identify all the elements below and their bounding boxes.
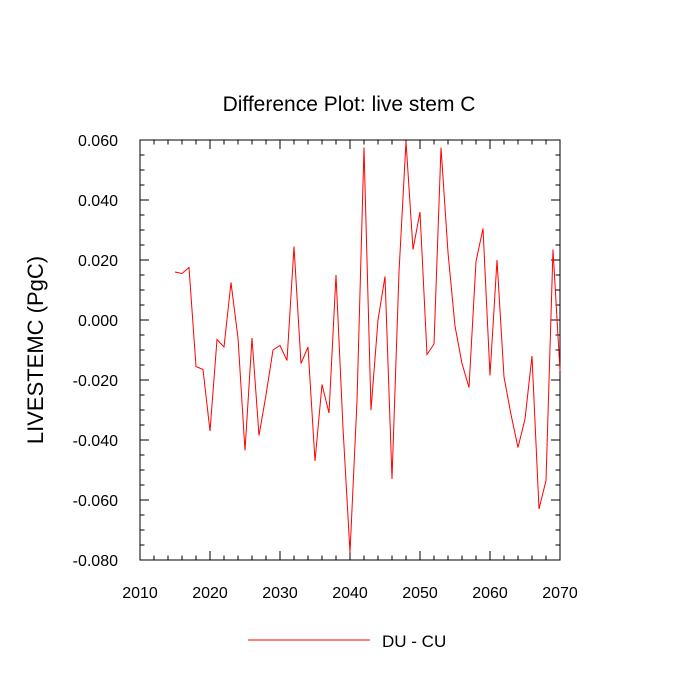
axis-ticks <box>139 139 561 561</box>
x-tick-label: 2010 <box>122 585 158 602</box>
y-tick-label: 0.000 <box>78 313 118 330</box>
y-tick-label: 0.020 <box>78 253 118 270</box>
x-tick-label: 2070 <box>542 585 578 602</box>
x-tick-label: 2030 <box>262 585 298 602</box>
axis-tick-labels: 2010 2020 2030 2040 2050 2060 2070 -0.080 -0.060… <box>73 133 578 602</box>
x-tick-label: 2060 <box>472 585 508 602</box>
y-tick-label: -0.060 <box>73 493 118 510</box>
legend: DU - CU <box>248 632 446 651</box>
y-tick-label: -0.020 <box>73 373 118 390</box>
legend-label: DU - CU <box>382 632 446 651</box>
y-tick-label: 0.040 <box>78 193 118 210</box>
x-tick-label: 2050 <box>402 585 438 602</box>
series-layer <box>174 141 561 553</box>
plot-frame <box>139 139 561 561</box>
chart-title: Difference Plot: live stem C <box>223 93 476 116</box>
y-tick-label: -0.080 <box>73 553 118 570</box>
y-tick-label: 0.060 <box>78 133 118 150</box>
y-tick-label: -0.040 <box>73 433 118 450</box>
x-tick-label: 2040 <box>332 585 368 602</box>
y-axis-label: LIVESTEMC (PgC) <box>23 256 48 444</box>
x-tick-label: 2020 <box>192 585 228 602</box>
series-line <box>174 141 561 553</box>
